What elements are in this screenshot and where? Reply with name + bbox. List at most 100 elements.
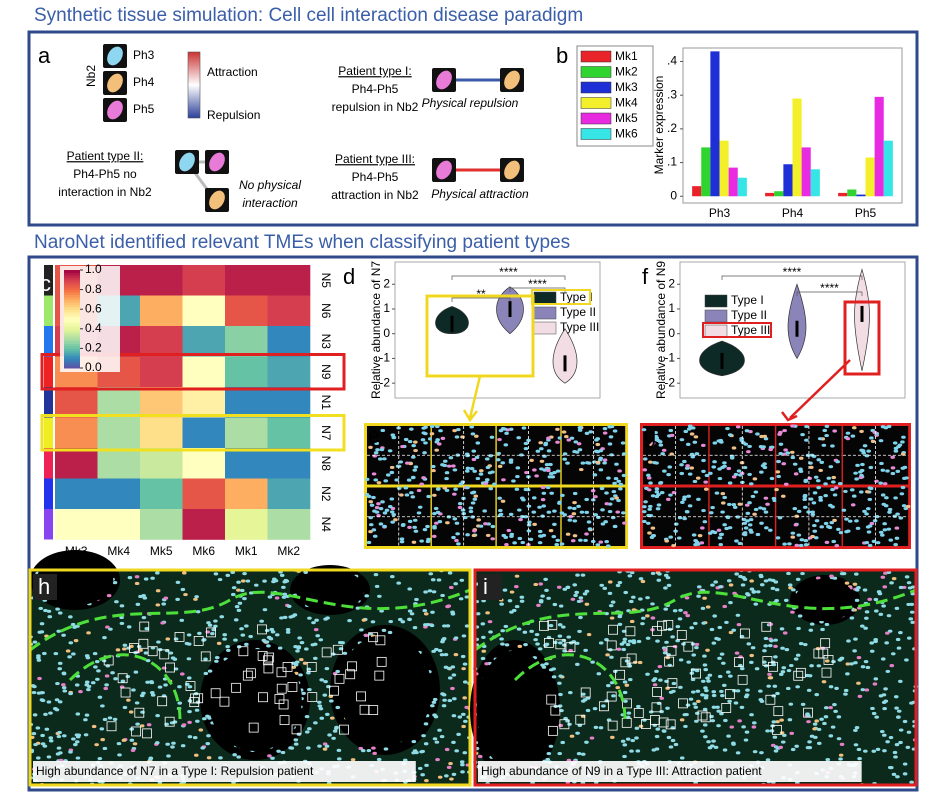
cell	[453, 653, 459, 657]
cell	[769, 639, 774, 643]
heatmap-cell	[182, 387, 226, 418]
cell-shape	[107, 46, 123, 66]
cell	[127, 576, 133, 580]
cell	[514, 604, 520, 609]
cell	[584, 602, 590, 606]
cell	[552, 602, 558, 607]
heatmap-cell	[182, 265, 226, 296]
cell	[755, 432, 760, 436]
cell	[687, 472, 693, 476]
cell	[469, 425, 474, 429]
cell	[865, 507, 871, 511]
patch	[117, 673, 128, 684]
cell	[335, 669, 340, 674]
cell	[411, 739, 417, 744]
cell	[407, 525, 412, 529]
tile-grid-line	[709, 426, 775, 485]
cell	[876, 590, 882, 594]
cell	[444, 774, 449, 778]
cell	[812, 722, 818, 726]
cell	[203, 671, 209, 676]
legend-label: Mk1	[615, 49, 638, 63]
cell	[752, 512, 757, 516]
cell	[542, 468, 548, 472]
label: Attraction	[207, 65, 258, 79]
cell	[456, 732, 461, 736]
cell	[723, 718, 728, 723]
cell	[498, 512, 504, 516]
cell	[703, 686, 708, 690]
cell	[304, 730, 310, 734]
cell	[742, 577, 748, 581]
patch	[157, 696, 168, 707]
cell	[500, 499, 506, 503]
cell	[463, 719, 468, 723]
cell	[893, 449, 899, 453]
cell	[100, 704, 105, 708]
cell	[481, 635, 486, 640]
cell	[893, 755, 898, 759]
cell	[782, 631, 788, 635]
cell	[654, 669, 659, 673]
cell	[682, 459, 687, 464]
label: Ph4-Ph5 no	[73, 167, 137, 181]
cell	[163, 683, 168, 687]
cell	[40, 742, 46, 746]
cell	[762, 649, 767, 653]
cell	[824, 540, 830, 545]
patch	[193, 693, 204, 704]
colorbar-step	[64, 363, 80, 367]
cell	[435, 757, 440, 762]
label: Nb2	[84, 65, 98, 87]
cell	[882, 482, 888, 486]
legend-label: Type III	[731, 323, 770, 337]
cell	[578, 467, 584, 472]
label: Patient type III:	[335, 152, 415, 166]
cell	[830, 487, 835, 492]
patch	[772, 724, 782, 735]
cell	[768, 676, 774, 680]
cell	[761, 507, 767, 511]
cell	[230, 592, 236, 597]
cell	[731, 446, 737, 450]
patch	[539, 620, 549, 631]
colorbar-step	[64, 341, 80, 344]
cell	[878, 439, 884, 443]
cell	[429, 623, 435, 628]
cell	[859, 448, 864, 452]
cell	[336, 757, 342, 761]
significance-bracket	[796, 291, 863, 296]
cell	[369, 503, 375, 507]
panel-frame	[28, 568, 472, 787]
cell	[824, 659, 830, 663]
empty-region	[338, 634, 432, 746]
cell	[544, 588, 549, 592]
cell	[890, 471, 896, 476]
cell	[665, 706, 670, 710]
cell	[305, 746, 311, 750]
cell	[444, 747, 450, 752]
panel-label: e	[368, 423, 380, 448]
cell	[445, 624, 451, 628]
cell	[749, 587, 755, 591]
cell	[705, 648, 710, 652]
cell	[623, 699, 628, 703]
patch	[543, 637, 554, 648]
cell	[726, 502, 732, 507]
patch	[641, 719, 651, 729]
cell	[126, 625, 132, 629]
cell-shape	[504, 160, 520, 180]
cell	[859, 429, 864, 434]
colorbar-step	[64, 287, 80, 291]
cell	[47, 615, 53, 619]
cell	[573, 440, 579, 444]
cell	[612, 481, 617, 485]
cell	[445, 521, 450, 525]
cell	[410, 495, 416, 499]
cell	[481, 649, 487, 653]
cell	[620, 739, 626, 743]
cell	[722, 523, 727, 527]
cell	[719, 712, 724, 716]
patch	[375, 635, 386, 646]
cell	[546, 510, 552, 514]
